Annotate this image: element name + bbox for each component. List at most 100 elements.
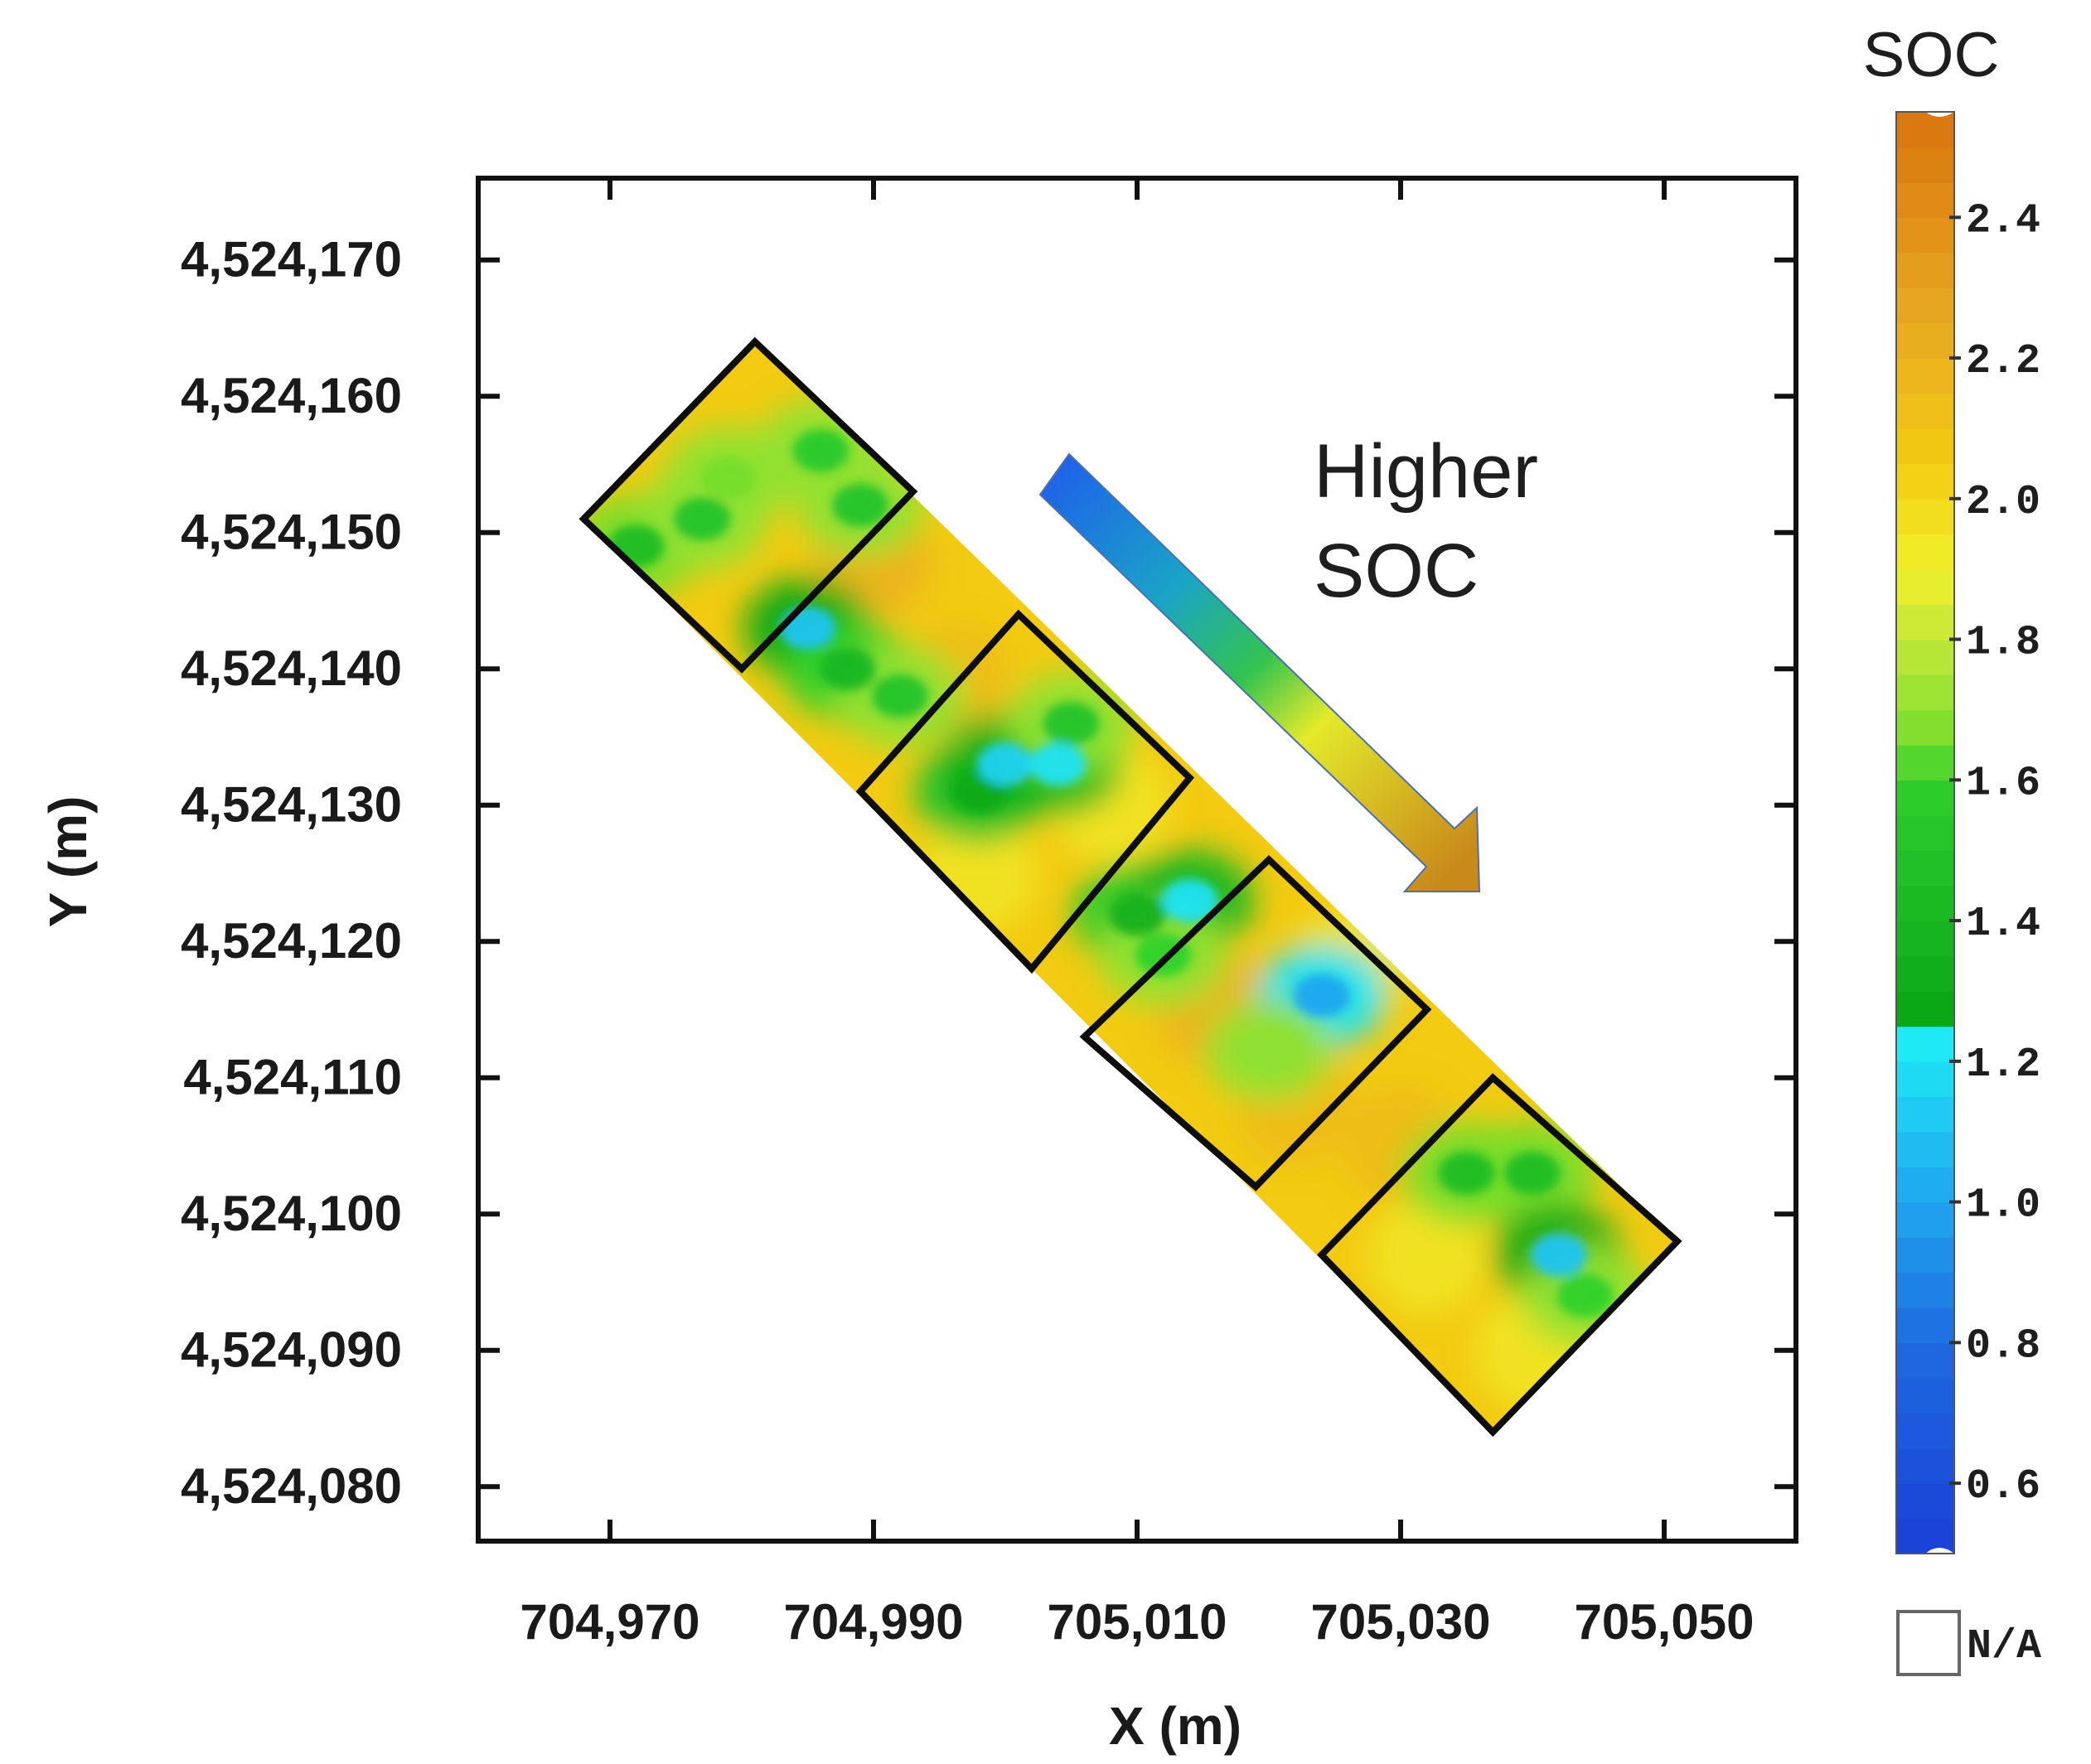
annotation-line-1: Higher bbox=[1314, 429, 1538, 514]
field-plot-outline bbox=[1317, 1073, 1682, 1438]
x-tick-label: 704,970 bbox=[520, 1594, 700, 1650]
colorbar-band bbox=[1896, 1272, 1954, 1308]
colorbar-band bbox=[1896, 850, 1954, 887]
colorbar-title: SOC bbox=[1863, 20, 2000, 90]
low-soc-core bbox=[792, 429, 849, 472]
y-tick-label: 4,524,090 bbox=[181, 1322, 402, 1378]
colorbar-band bbox=[1896, 674, 1954, 711]
low-soc-core bbox=[1556, 1273, 1614, 1317]
colorbar-band bbox=[1896, 534, 1954, 570]
colorbar-band bbox=[1896, 1131, 1954, 1167]
annotation-line-2: SOC bbox=[1314, 529, 1479, 613]
colorbar-band bbox=[1896, 1201, 1954, 1238]
y-tick-label: 4,524,110 bbox=[183, 1050, 402, 1105]
colorbar-outline bbox=[1895, 111, 1955, 1554]
colorbar-band bbox=[1896, 288, 1954, 324]
y-tick-label: 4,524,140 bbox=[181, 640, 402, 696]
low-soc-core bbox=[1241, 1028, 1297, 1072]
y-tick-label: 4,524,160 bbox=[181, 368, 402, 423]
colorbar-band bbox=[1896, 1483, 1954, 1520]
colorbar-band bbox=[1896, 498, 1954, 535]
low-soc-core bbox=[779, 606, 836, 650]
low-soc-core bbox=[819, 647, 876, 691]
colorbar-band bbox=[1896, 955, 1954, 992]
field-plot-outline bbox=[1079, 854, 1432, 1191]
colorbar-band bbox=[1896, 428, 1954, 465]
field-plot-outline bbox=[578, 336, 918, 674]
na-label: N/A bbox=[1967, 1623, 2041, 1670]
x-tick-label: 705,030 bbox=[1311, 1594, 1491, 1650]
colorbar-band bbox=[1896, 780, 1954, 816]
colorbar-band bbox=[1896, 1377, 1954, 1414]
y-tick-label: 4,524,080 bbox=[181, 1458, 402, 1514]
colorbar-band bbox=[1896, 604, 1954, 640]
colorbar-tick-label: 1.0 bbox=[1966, 1182, 2040, 1230]
colorbar-tick-label: 0.6 bbox=[1966, 1463, 2040, 1510]
colorbar-tick-label: 1.2 bbox=[1966, 1041, 2040, 1089]
low-soc-core bbox=[832, 483, 889, 527]
y-tick-label: 4,524,150 bbox=[181, 505, 402, 560]
colorbar-tick-label: 2.2 bbox=[1966, 338, 2040, 385]
y-tick-label: 4,524,100 bbox=[181, 1186, 402, 1241]
colorbar-tick-label: 1.4 bbox=[1966, 901, 2040, 948]
colorbar-band bbox=[1896, 1518, 1954, 1554]
y-axis-label: Y (m) bbox=[38, 796, 98, 928]
colorbar-band bbox=[1896, 744, 1954, 781]
soc-surface bbox=[583, 341, 1677, 1433]
colorbar-band bbox=[1896, 358, 1954, 394]
colorbar-band bbox=[1896, 112, 1954, 148]
y-tick-label: 4,524,130 bbox=[181, 777, 402, 833]
low-soc-core bbox=[1043, 702, 1100, 745]
higher-soc-arrow bbox=[1038, 452, 1481, 892]
y-tick-label: 4,524,120 bbox=[181, 913, 402, 969]
x-axis-label: X (m) bbox=[1109, 1696, 1242, 1756]
low-soc-core bbox=[1029, 742, 1087, 786]
na-swatch bbox=[1896, 1610, 1961, 1676]
colorbar-band bbox=[1896, 1061, 1954, 1098]
colorbar-band bbox=[1896, 814, 1954, 852]
low-soc-core bbox=[1504, 1151, 1561, 1195]
colorbar-band bbox=[1896, 217, 1954, 254]
x-axis-ticks: 704,970 704,990 705,010 705,030 705,050 bbox=[520, 178, 1755, 1650]
colorbar-band bbox=[1896, 1026, 1954, 1062]
colorbar-band bbox=[1896, 639, 1954, 675]
colorbar-ticks: 2.4 2.2 2.0 1.8 1.6 1.4 1.2 1.0 0.8 0.6 bbox=[1949, 197, 2040, 1510]
colorbar-band bbox=[1896, 568, 1954, 605]
colorbar-band bbox=[1896, 921, 1954, 957]
colorbar-tick-label: 2.4 bbox=[1966, 197, 2040, 244]
colorbar-band bbox=[1896, 1096, 1954, 1133]
colorbar-band bbox=[1896, 709, 1954, 746]
colorbar-tick-label: 0.8 bbox=[1966, 1322, 2040, 1370]
colorbar-tick-label: 2.0 bbox=[1966, 479, 2040, 526]
y-tick-label: 4,524,170 bbox=[181, 232, 402, 288]
low-soc-core bbox=[700, 456, 758, 500]
low-soc-core bbox=[977, 742, 1033, 786]
colorbar-band bbox=[1896, 990, 1954, 1027]
colorbar-tick-label: 1.8 bbox=[1966, 620, 2040, 667]
low-soc-core bbox=[674, 497, 731, 541]
colorbar-band bbox=[1896, 1447, 1954, 1484]
field-plot-outline bbox=[855, 609, 1195, 974]
colorbar-band bbox=[1896, 252, 1954, 288]
low-soc-core bbox=[1161, 878, 1218, 922]
low-soc-core bbox=[1293, 974, 1350, 1017]
colorbar-band bbox=[1896, 181, 1954, 219]
colorbar-band bbox=[1896, 147, 1954, 183]
colorbar-band bbox=[1896, 885, 1954, 921]
low-soc-core bbox=[871, 674, 928, 718]
colorbar-tick-label: 1.6 bbox=[1966, 760, 2040, 807]
low-soc-core bbox=[1438, 1151, 1495, 1195]
colorbar-band bbox=[1896, 322, 1954, 359]
colorbar-band bbox=[1896, 1167, 1954, 1203]
plot-outlines bbox=[578, 336, 1682, 1438]
colorbar-band bbox=[1896, 393, 1954, 429]
colorbar-band bbox=[1896, 463, 1954, 500]
soc-variation-patch bbox=[1368, 1196, 1485, 1313]
low-soc-core bbox=[1109, 892, 1165, 936]
colorbar-band bbox=[1896, 1237, 1954, 1273]
x-tick-label: 705,010 bbox=[1048, 1594, 1227, 1650]
x-tick-label: 704,990 bbox=[784, 1594, 964, 1650]
colorbar-band bbox=[1896, 1342, 1954, 1379]
x-tick-label: 705,050 bbox=[1575, 1594, 1755, 1650]
